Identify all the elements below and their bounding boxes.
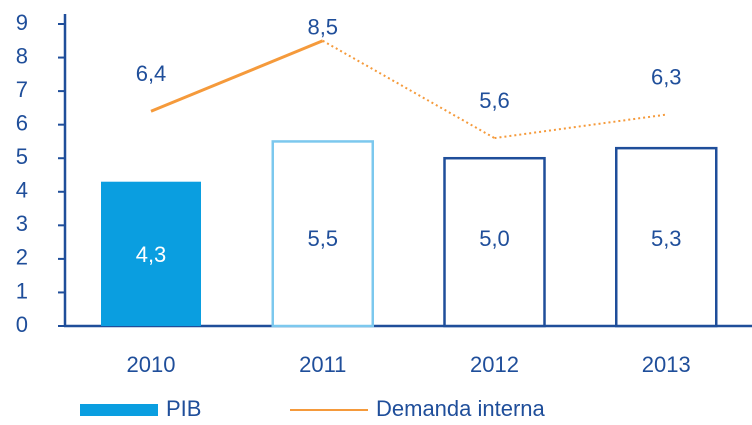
bar — [271, 140, 374, 328]
y-tick-label: 1 — [16, 278, 28, 303]
line-value-label: 6,4 — [136, 61, 167, 86]
bar — [443, 156, 546, 328]
bar-value-label: 5,0 — [479, 226, 510, 251]
y-tick-label: 9 — [16, 10, 28, 35]
line-value-label: 8,5 — [307, 15, 338, 40]
bar-value-label: 5,3 — [651, 226, 682, 251]
y-tick-label: 5 — [16, 144, 28, 169]
line-segment — [494, 113, 667, 140]
bar — [615, 146, 718, 328]
x-tick-label: 2011 — [299, 352, 346, 377]
line-value-label: 5,6 — [479, 88, 510, 113]
bar — [101, 181, 201, 326]
x-tick-label: 2013 — [642, 352, 691, 377]
y-tick-label: 6 — [16, 110, 28, 135]
y-tick-label: 3 — [16, 211, 28, 236]
y-tick-label: 0 — [16, 312, 28, 337]
bar-value-label: 5,5 — [307, 226, 338, 251]
line-segment — [150, 39, 324, 113]
line-value-label: 6,3 — [651, 64, 682, 89]
legend-label: Demanda interna — [376, 396, 546, 421]
legend-label: PIB — [166, 396, 201, 421]
x-tick-label: 2010 — [127, 352, 176, 377]
y-tick-label: 2 — [16, 245, 28, 270]
x-tick-label: 2012 — [470, 352, 519, 377]
bar-value-label: 4,3 — [136, 242, 167, 267]
y-tick-label: 4 — [16, 178, 28, 203]
line-segment — [322, 39, 495, 139]
y-tick-label: 8 — [16, 43, 28, 68]
y-tick-label: 7 — [16, 77, 28, 102]
legend-swatch — [80, 404, 158, 416]
